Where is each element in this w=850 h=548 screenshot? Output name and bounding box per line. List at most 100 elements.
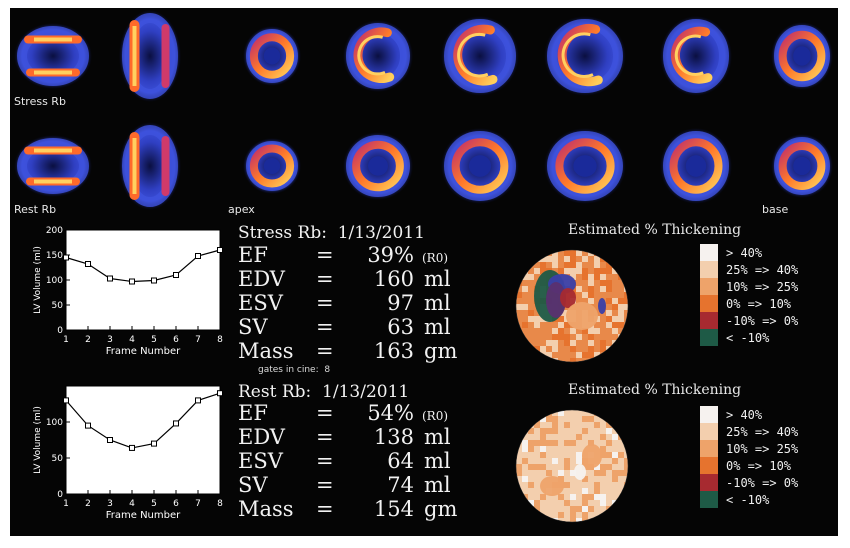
y-tick-label: 200 <box>46 226 63 236</box>
spect-slice-image <box>544 16 626 96</box>
report-canvas: Stress Rb Rest Rb apex base 050100150200… <box>14 10 833 523</box>
volume-series-line <box>65 249 221 283</box>
stress-stat-label: Mass <box>238 339 294 363</box>
data-point <box>129 278 135 285</box>
y-tick-label: 100 <box>46 276 63 286</box>
spect-report-image: Stress Rb Rest Rb apex base 0 50 100 150 200… <box>10 8 838 536</box>
legend-label: 10% => 25% <box>726 280 799 294</box>
x-tick-label: 7 <box>195 335 201 345</box>
apex-label: apex <box>228 203 255 216</box>
rest-stat-label: Mass <box>238 497 294 521</box>
stress-stat-equals: = <box>316 339 334 363</box>
chart-plot-area <box>65 229 221 331</box>
data-point <box>107 275 113 282</box>
x-tick-label: 1 <box>63 335 69 345</box>
y-axis-label: LV Volume (ml) <box>33 406 43 474</box>
data-point <box>107 437 113 443</box>
stress-image-row <box>14 10 833 102</box>
spect-slice-image <box>771 134 833 198</box>
stress-row-label: Stress Rb <box>14 95 66 108</box>
legend-swatch <box>700 261 718 278</box>
stress-stat-note: (R0) <box>422 251 448 265</box>
x-tick-label: 8 <box>217 499 223 509</box>
legend-swatch <box>700 295 718 312</box>
y-tick-label: 50 <box>52 301 64 311</box>
stress-stat-value: 39% <box>367 243 414 267</box>
rest-stat-label: EDV <box>238 425 286 449</box>
stress-stat-label: ESV <box>238 291 284 315</box>
x-axis-label: Frame Number <box>106 510 181 521</box>
y-tick-label: 100 <box>46 418 63 428</box>
x-tick-label: 8 <box>217 335 223 345</box>
stress-title: Stress Rb: 1/13/2011 <box>238 223 425 243</box>
stress-stat-label: EDV <box>238 267 286 291</box>
spect-slice-image <box>441 16 519 96</box>
spect-slice-image <box>544 128 626 204</box>
spect-slice-image <box>14 23 92 89</box>
rest-volume-chart: 0 50 100 1 2 3 4 5 6 7 8 Frame Number LV Volume (ml) <box>33 385 223 521</box>
data-point <box>195 253 201 259</box>
legend-label: 10% => 25% <box>726 442 799 456</box>
x-tick-label: 7 <box>195 499 201 509</box>
stress-stat-value: 163 <box>374 339 414 363</box>
stress-thickening-legend: > 40% 25% => 40% 10% => 25% 0% => 10% -10% =… <box>700 244 799 346</box>
rest-stat-value: 74 <box>387 473 414 497</box>
data-point <box>151 440 157 447</box>
data-point <box>85 422 91 429</box>
stress-thickening-polar-map <box>515 249 629 363</box>
stress-stat-equals: = <box>316 267 334 291</box>
data-point <box>151 277 157 284</box>
stress-stat-unit: ml <box>424 315 451 339</box>
spect-slice-image <box>343 132 413 200</box>
spect-slice-image <box>771 22 833 90</box>
data-point <box>63 397 69 404</box>
legend-swatch <box>700 423 718 440</box>
legend-label: 25% => 40% <box>726 263 799 277</box>
x-tick-label: 5 <box>151 335 157 345</box>
spect-slice-image <box>660 128 732 204</box>
volume-series-line <box>65 392 221 449</box>
data-point <box>129 444 135 451</box>
legend-swatch <box>700 491 718 508</box>
stress-stat-unit: gm <box>424 339 457 363</box>
legend-label: < -10% <box>726 331 770 345</box>
x-tick-label: 4 <box>129 499 135 509</box>
stress-stat-value: 160 <box>374 267 414 291</box>
data-point <box>63 254 69 261</box>
spect-slice-image <box>119 122 181 210</box>
rest-stat-equals: = <box>316 449 334 473</box>
legend-label: > 40% <box>726 246 763 260</box>
legend-label: -10% => 0% <box>726 314 799 328</box>
legend-label: < -10% <box>726 493 770 507</box>
x-tick-label: 6 <box>173 335 179 345</box>
legend-swatch <box>700 440 718 457</box>
legend-swatch <box>700 244 718 261</box>
x-tick-label: 4 <box>129 335 135 345</box>
data-point <box>195 397 201 404</box>
rest-stat-equals: = <box>316 473 334 497</box>
x-tick-label: 2 <box>85 335 91 345</box>
data-point <box>217 390 223 397</box>
base-label: base <box>762 203 788 216</box>
x-tick-label: 1 <box>63 499 69 509</box>
rest-stat-unit: ml <box>424 449 451 473</box>
y-tick-label: 0 <box>57 326 63 336</box>
rest-thickening-title: Estimated % Thickening <box>568 382 741 398</box>
rest-thickening-legend: > 40% 25% => 40% 10% => 25% 0% => 10% -10% =… <box>700 406 799 508</box>
x-tick-label: 3 <box>107 499 113 509</box>
legend-swatch <box>700 312 718 329</box>
x-tick-label: 6 <box>173 499 179 509</box>
y-axis-label: LV Volume (ml) <box>33 246 43 314</box>
legend-label: 25% => 40% <box>726 425 799 439</box>
stress-stat-value: 97 <box>387 291 414 315</box>
rest-image-row <box>14 122 833 210</box>
y-tick-label: 50 <box>52 454 64 464</box>
x-tick-label: 2 <box>85 499 91 509</box>
legend-swatch <box>700 474 718 491</box>
rest-stat-unit: ml <box>424 473 451 497</box>
spect-slice-image <box>441 128 519 204</box>
rest-stats: Rest Rb: 1/13/2011 EF = 54% (R0) EDV = 138 ml ES… <box>238 382 457 521</box>
rest-title: Rest Rb: 1/13/2011 <box>238 382 409 402</box>
rest-stat-unit: gm <box>424 497 457 521</box>
stress-stat-label: EF <box>238 243 268 267</box>
